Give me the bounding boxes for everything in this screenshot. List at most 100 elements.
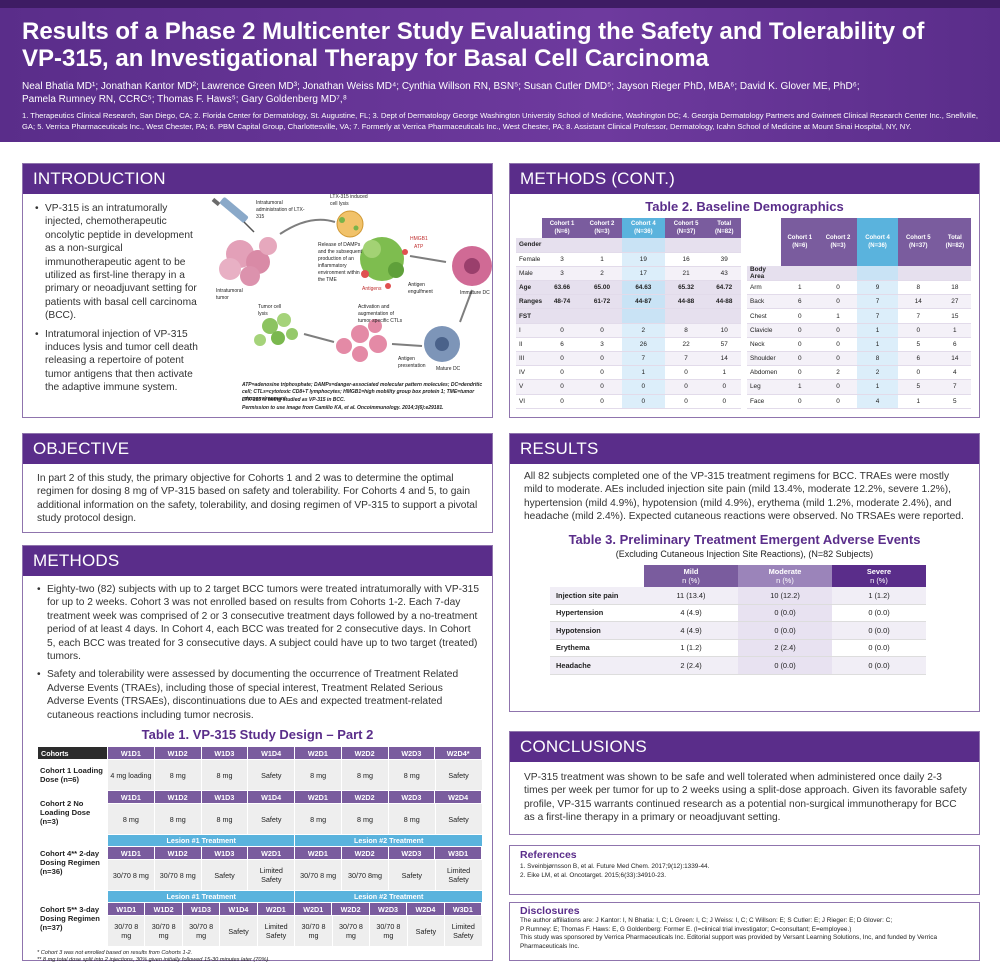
demographics-row-label: Face xyxy=(747,394,781,409)
demographics-cell xyxy=(582,238,622,253)
ae-row: Hypotension 4 (4.9) 0 (0.0) 0 (0.0) xyxy=(550,621,926,640)
demographics-row-label: Gender xyxy=(516,238,543,253)
ae-row-label: Headache xyxy=(550,656,644,675)
demographics-cell: 0 xyxy=(542,351,583,367)
ae-row-label: Erythema xyxy=(550,639,644,658)
demographics-row: Clavicle 0 0 1 0 1 xyxy=(747,323,971,338)
demographics-cell: 0 xyxy=(582,351,622,367)
demographics-cell: 39 xyxy=(707,252,741,267)
design-cell: 8 mg xyxy=(201,804,249,835)
day-header-cell: W2D1 xyxy=(257,903,296,916)
demographics-cell: 4 xyxy=(938,365,971,381)
demographics-cell: 0 xyxy=(707,379,741,395)
demographics-col-header: Total (N=82) xyxy=(707,218,741,238)
demographics-cell xyxy=(938,266,971,282)
day-header-cell: W2D1 xyxy=(295,903,333,916)
demographics-row-label: FST xyxy=(516,308,543,324)
design-cell: 30/70 8 mg xyxy=(332,916,371,947)
authors-line-2: Pamela Rumney RN, CCRC⁵; Thomas F. Haws⁵… xyxy=(22,94,347,105)
demographics-cell: 8 xyxy=(897,280,939,296)
demographics-cell: 9 xyxy=(857,280,898,296)
label-release: Release of DAMPs and the subsequent prod… xyxy=(318,242,362,283)
damp-burst xyxy=(360,237,408,289)
demographics-cell: 8 xyxy=(857,351,898,367)
demographics-cell xyxy=(542,238,583,253)
design-cell: 8 mg xyxy=(108,804,155,835)
demographics-row: Female 3 1 19 16 39 xyxy=(516,252,741,267)
demographics-row-label: Clavicle xyxy=(747,323,781,338)
demographics-cell: 6 xyxy=(780,294,819,310)
table2-title: Table 2. Baseline Demographics xyxy=(645,199,844,214)
demographics-cell: 14 xyxy=(897,294,939,310)
demographics-cell: 5 xyxy=(897,337,939,353)
label-antigens: Antigens xyxy=(362,286,382,292)
mature-dc xyxy=(424,326,460,362)
demographics-cell: 65.00 xyxy=(582,280,622,296)
design-cell: Safety xyxy=(201,860,249,891)
label-induced: LTX-315 induced cell lysis xyxy=(330,194,368,207)
demographics-row: Abdomen 0 2 2 0 4 xyxy=(747,365,971,381)
ae-row-label: Hypertension xyxy=(550,604,644,623)
demographics-cell xyxy=(818,266,858,282)
demographics-col-header: Cohort 2 (N=3) xyxy=(582,218,622,238)
day-header-cell: W1D1 xyxy=(108,747,155,760)
demographics-row: Arm 1 0 9 8 18 xyxy=(747,280,971,296)
design-cell: 30/70 8 mg xyxy=(295,916,333,947)
figure-caption-3: Permission to use image from Camilio KA,… xyxy=(242,405,444,411)
demographics-cell: 5 xyxy=(897,379,939,395)
design-cell: 8 mg xyxy=(342,760,389,791)
demographics-cell: 6 xyxy=(938,337,971,353)
ae-cell: 0 (0.0) xyxy=(832,639,926,658)
demographics-cell: 22 xyxy=(664,337,708,353)
demographics-cell: 2 xyxy=(857,365,898,381)
cohort-5-day-header: W1D1 W1D2 W1D3 W1D4 W2D1 W2D1 W2D2 W2D3 W2D4 W3D1 xyxy=(108,903,483,916)
immature-dc xyxy=(452,246,492,286)
demographics-cell: 5 xyxy=(938,394,971,409)
demographics-cell: 15 xyxy=(938,308,971,324)
authors-line-1: Neal Bhatia MD¹; Jonathan Kantor MD²; La… xyxy=(22,81,860,92)
demographics-cell: 0 xyxy=(664,365,708,381)
demographics-cell: 7 xyxy=(857,308,898,324)
demographics-cell: 1 xyxy=(780,280,819,296)
demographics-row: Leg 1 0 1 5 7 xyxy=(747,379,971,395)
label-engulf: Antigen engulfment xyxy=(408,282,433,295)
demographics-cell: 16 xyxy=(664,252,708,267)
demographics-cell: 7 xyxy=(664,351,708,367)
label-mature: Mature DC xyxy=(436,366,461,372)
demographics-cell: 44-88 xyxy=(664,294,708,310)
demographics-row-label: Shoulder xyxy=(747,351,781,367)
ae-col-subtitle: n (%) xyxy=(682,575,700,585)
day-header-cell: W2D1 xyxy=(295,847,342,860)
cohort-1-label: Cohort 1 Loading Dose (n=6) xyxy=(37,759,108,792)
figure-caption-1: ATP=adenosine triphosphate; DAMPs=danger… xyxy=(242,382,483,402)
demographics-row-label: Female xyxy=(516,252,543,267)
design-cell: Safety xyxy=(388,860,436,891)
demographics-cell: 0 xyxy=(780,337,819,353)
day-header-cell: W1D2 xyxy=(154,847,202,860)
demographics-cell xyxy=(664,308,708,324)
ae-col-header: Mild n (%) xyxy=(644,564,738,587)
demographics-row-label: Back xyxy=(747,294,781,310)
demographics-cell: 0 xyxy=(780,351,819,367)
ae-col-header: Moderate n (%) xyxy=(738,564,832,587)
demographics-cell: 0 xyxy=(542,365,583,381)
demographics-cell: 3 xyxy=(542,252,583,267)
ae-col-subtitle: n (%) xyxy=(870,575,888,585)
demographics-row: Body Area xyxy=(747,266,971,282)
demographics-cell: 1 xyxy=(582,252,622,267)
disclosures-panel: Disclosures The author affiliations are:… xyxy=(509,902,980,961)
ae-row: Headache 2 (2.4) 0 (0.0) 0 (0.0) xyxy=(550,656,926,675)
demographics-row-label: Male xyxy=(516,266,543,282)
demographics-row: III 0 0 7 7 14 xyxy=(516,351,741,367)
demographics-cell: 2 xyxy=(621,323,665,338)
authors: Neal Bhatia MD¹; Jonathan Kantor MD²; La… xyxy=(22,80,982,106)
demographics-cell: 44-88 xyxy=(707,294,741,310)
day-header-cell: W2D3 xyxy=(369,903,408,916)
demographics-cell: 6 xyxy=(897,351,939,367)
ae-cell: 0 (0.0) xyxy=(738,621,832,640)
table1-footnote-1: * Cohort 3 was not enrolled based on res… xyxy=(37,949,193,956)
day-header-cell: W1D2 xyxy=(145,903,183,916)
demographics-row: FST xyxy=(516,308,741,324)
day-header-cell: W2D1 xyxy=(295,791,342,804)
